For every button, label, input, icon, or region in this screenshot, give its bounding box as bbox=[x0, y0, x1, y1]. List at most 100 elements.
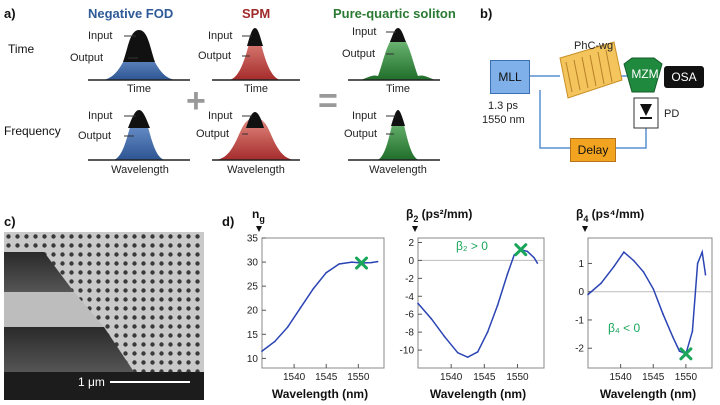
ng-point bbox=[325, 271, 328, 274]
output-label-6: Output bbox=[344, 128, 378, 140]
col-title-spm: SPM bbox=[242, 6, 271, 21]
ng-point bbox=[338, 263, 340, 265]
ng-frame bbox=[261, 237, 385, 369]
output-label-5: Output bbox=[342, 48, 376, 60]
delay-box: Delay bbox=[570, 138, 616, 162]
beta4-point bbox=[587, 293, 589, 296]
beta4-marker-stroke-b bbox=[679, 347, 693, 361]
axis-time-3: Time bbox=[385, 83, 411, 95]
beta2-point bbox=[536, 262, 539, 264]
ng-ytick-label: 30 bbox=[247, 258, 259, 269]
beta4-point bbox=[701, 251, 704, 253]
beta4-ytick-label: 0 bbox=[578, 287, 584, 298]
b2-ylabel-unit: (ps²/mm) bbox=[418, 207, 472, 221]
sem-image bbox=[4, 232, 204, 400]
beta2-ytick-label: -2 bbox=[405, 274, 414, 285]
ng-point bbox=[351, 261, 353, 263]
ng-point bbox=[274, 340, 276, 343]
beta4-point bbox=[632, 259, 635, 262]
phc-label: PhC-wg bbox=[574, 40, 614, 52]
col-title-negative-fod: Negative FOD bbox=[88, 6, 174, 21]
pulse-pqs-time bbox=[348, 28, 440, 81]
b4-ylabel-unit: (ps⁴/mm) bbox=[588, 207, 644, 221]
beta4-marker bbox=[679, 347, 693, 361]
pulse-fod-time bbox=[88, 30, 190, 81]
beta2-frame bbox=[417, 237, 545, 369]
input-label-3: Input bbox=[208, 30, 233, 42]
ng-xtick-label: 1545 bbox=[315, 372, 338, 383]
beta2-marker-stroke-b bbox=[514, 243, 528, 257]
phc-waveguide bbox=[559, 41, 623, 99]
b2-ylabel-main: β bbox=[406, 207, 413, 221]
ng-series-line bbox=[261, 260, 378, 352]
pulse-spm-freq bbox=[212, 112, 300, 161]
col-title-pqs: Pure-quartic soliton bbox=[333, 6, 456, 21]
b4-annotation: β₄ < 0 bbox=[608, 321, 640, 335]
b2-ylabel: β2 (ps²/mm) bbox=[406, 207, 472, 224]
chart-beta4: -2 -1 0 1 1540 1545 1550 bbox=[575, 226, 713, 383]
beta2-marker bbox=[514, 243, 528, 257]
ng-xtick-label: 1550 bbox=[347, 372, 370, 383]
output-label-1: Output bbox=[70, 52, 104, 64]
pulse-pqs-freq bbox=[348, 110, 440, 161]
b2-xlabel: Wavelength (nm) bbox=[430, 387, 526, 401]
ng-point bbox=[376, 260, 379, 263]
b4-ylabel-sub: 4 bbox=[583, 214, 588, 224]
beta4-point bbox=[704, 273, 707, 276]
ng-ytick-label: 15 bbox=[247, 330, 259, 341]
ng-ytick-label: 35 bbox=[247, 234, 259, 245]
b4-xlabel: Wavelength (nm) bbox=[600, 387, 696, 401]
mll-spec-wavelength: 1550 nm bbox=[482, 114, 525, 126]
beta4-ytick-label: -2 bbox=[575, 344, 584, 355]
scale-bar bbox=[110, 381, 190, 383]
beta2-point bbox=[526, 250, 529, 253]
beta4-xtick-label: 1540 bbox=[610, 372, 633, 383]
beta4-point bbox=[672, 336, 674, 338]
ng-ytick-label: 20 bbox=[247, 306, 259, 317]
plus-sign: + bbox=[186, 82, 206, 120]
ng-point bbox=[299, 307, 302, 309]
beta4-point bbox=[623, 251, 625, 253]
beta4-xtick-label: 1550 bbox=[675, 372, 698, 383]
pd-diode bbox=[633, 97, 659, 129]
panel-d-label: d) bbox=[222, 214, 235, 229]
beta2-ytick-label: 2 bbox=[408, 238, 414, 249]
input-label-5: Input bbox=[352, 26, 377, 38]
beta2-point bbox=[496, 304, 499, 307]
beta2-xtick-label: 1545 bbox=[473, 372, 496, 383]
b4-ylabel: β4 (ps⁴/mm) bbox=[576, 207, 644, 224]
b2-annotation: β₂ > 0 bbox=[456, 239, 488, 253]
beta2-point bbox=[456, 351, 459, 354]
ng-point bbox=[286, 326, 289, 328]
b4-ylabel-main: β bbox=[576, 207, 583, 221]
beta4-ytick-label: -1 bbox=[575, 315, 584, 326]
beta2-xtick-label: 1550 bbox=[506, 372, 529, 383]
beta4-series-line bbox=[587, 249, 707, 355]
beta4-xtick-label: 1545 bbox=[642, 372, 665, 383]
equals-sign: = bbox=[318, 82, 338, 120]
ng-ytick-label: 25 bbox=[247, 282, 259, 293]
ng-ylabel-main: n bbox=[252, 207, 259, 221]
beta2-xtick-label: 1540 bbox=[440, 372, 463, 383]
panel-a-label: a) bbox=[4, 6, 16, 21]
beta2-point bbox=[466, 356, 469, 359]
axis-wavelength-1: Wavelength bbox=[111, 164, 169, 176]
scale-label: 1 μm bbox=[78, 375, 105, 389]
beta2-point bbox=[486, 331, 489, 333]
chart-ng: 10 15 20 25 30 35 1540 1545 1550 bbox=[247, 226, 385, 383]
beta4-point bbox=[696, 262, 699, 265]
ng-ylabel-sub: g bbox=[259, 214, 265, 224]
ng-marker-stroke-b bbox=[355, 256, 369, 270]
input-label-4: Input bbox=[208, 110, 233, 122]
ng-ylabel: ng bbox=[252, 207, 265, 224]
beta4-ytick-label: 1 bbox=[578, 259, 584, 270]
beta2-ytick-label: 0 bbox=[408, 256, 414, 267]
osa-box: OSA bbox=[664, 66, 704, 88]
ng-axis-arrow bbox=[256, 226, 262, 232]
panel-b-label: b) bbox=[480, 6, 493, 21]
ng-point bbox=[370, 261, 372, 264]
mll-spec-pulse: 1.3 ps bbox=[488, 100, 518, 112]
beta4-point bbox=[613, 265, 615, 268]
beta2-point bbox=[417, 302, 419, 305]
